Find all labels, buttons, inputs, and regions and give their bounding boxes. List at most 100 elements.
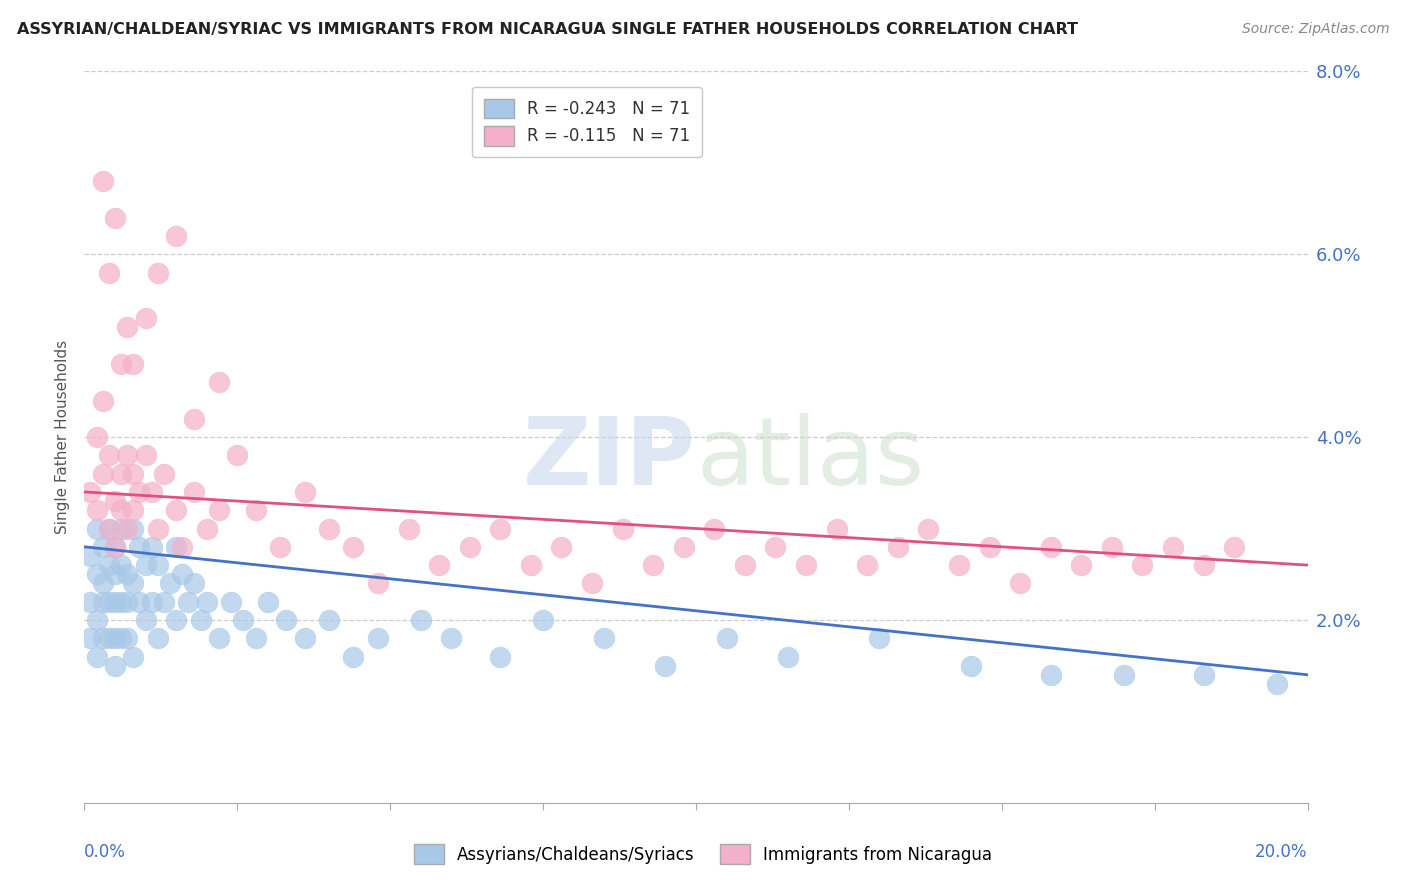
Point [110,558,132,573]
Point [1010,576,1032,591]
Point [245,632,267,646]
Point [159,576,181,591]
Point [97,521,120,535]
Point [979,540,1001,554]
Point [342,649,364,664]
Point [550,540,572,554]
Point [825,521,848,535]
Point [489,521,512,535]
Point [367,576,389,591]
Point [195,521,218,535]
Point [104,595,127,609]
Point [269,540,291,554]
Point [97,266,120,280]
Point [110,595,132,609]
Point [135,449,157,463]
Point [104,540,127,554]
Point [91,576,114,591]
Point [91,467,114,481]
Point [128,595,150,609]
Point [115,567,138,582]
Point [294,485,316,500]
Point [135,558,157,573]
Point [165,540,187,554]
Text: 20.0%: 20.0% [1256,843,1308,861]
Legend: Assyrians/Chaldeans/Syriacs, Immigrants from Nicaragua: Assyrians/Chaldeans/Syriacs, Immigrants … [408,838,998,871]
Point [654,658,676,673]
Point [398,521,420,535]
Point [110,357,132,371]
Point [110,521,132,535]
Point [917,521,939,535]
Text: Source: ZipAtlas.com: Source: ZipAtlas.com [1241,22,1389,37]
Point [153,595,176,609]
Point [79,595,101,609]
Point [1192,667,1215,681]
Point [135,311,157,326]
Point [177,595,200,609]
Point [1192,558,1215,573]
Point [257,595,280,609]
Point [122,576,145,591]
Point [91,595,114,609]
Point [165,503,187,517]
Point [856,558,879,573]
Point [195,595,218,609]
Point [489,649,512,664]
Point [165,613,187,627]
Point [342,540,364,554]
Point [91,632,114,646]
Point [765,540,787,554]
Point [141,540,163,554]
Point [165,229,187,244]
Y-axis label: Single Father Households: Single Father Households [55,340,70,534]
Point [141,595,163,609]
Point [794,558,817,573]
Point [367,632,389,646]
Point [183,412,205,426]
Point [115,632,138,646]
Point [115,449,138,463]
Point [104,632,127,646]
Point [97,521,120,535]
Point [458,540,481,554]
Point [91,393,114,408]
Point [190,613,212,627]
Point [593,632,616,646]
Point [1114,667,1136,681]
Point [734,558,756,573]
Point [208,632,231,646]
Point [115,521,138,535]
Point [1223,540,1246,554]
Point [97,632,120,646]
Point [440,632,463,646]
Point [612,521,634,535]
Point [86,649,108,664]
Point [531,613,554,627]
Point [1070,558,1092,573]
Point [948,558,970,573]
Point [427,558,450,573]
Point [245,503,267,517]
Point [110,503,132,517]
Point [887,540,910,554]
Point [122,503,145,517]
Point [97,595,120,609]
Point [703,521,725,535]
Point [110,632,132,646]
Point [86,503,108,517]
Point [581,576,603,591]
Point [104,211,127,225]
Point [1039,540,1062,554]
Point [226,449,249,463]
Point [146,521,169,535]
Point [115,320,138,334]
Text: atlas: atlas [696,413,924,505]
Point [672,540,695,554]
Legend: R = -0.243   N = 71, R = -0.115   N = 71: R = -0.243 N = 71, R = -0.115 N = 71 [472,87,702,157]
Point [122,521,145,535]
Point [276,613,298,627]
Point [79,632,101,646]
Point [104,494,127,508]
Point [86,567,108,582]
